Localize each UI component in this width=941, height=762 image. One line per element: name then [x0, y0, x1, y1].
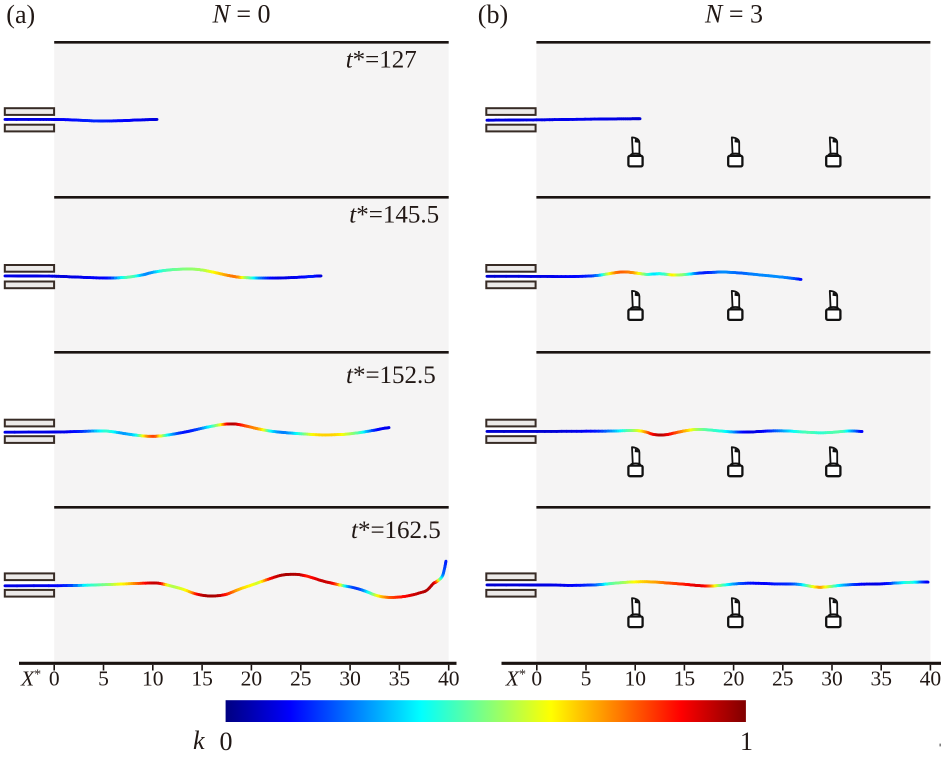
svg-text:20: 20 — [723, 667, 745, 691]
svg-text:30: 30 — [821, 667, 843, 691]
svg-text:(a): (a) — [6, 0, 35, 29]
svg-text:40: 40 — [920, 667, 941, 691]
svg-text:1: 1 — [740, 727, 753, 756]
svg-text:5: 5 — [581, 667, 592, 691]
svg-text:N = 0: N = 0 — [212, 0, 271, 29]
svg-text:t*=152.5: t*=152.5 — [346, 362, 436, 389]
svg-text:10: 10 — [624, 667, 646, 691]
svg-text:N = 3: N = 3 — [704, 0, 763, 29]
svg-text:t*=162.5: t*=162.5 — [351, 517, 441, 544]
svg-text:15: 15 — [191, 667, 213, 691]
svg-text:t*=145.5: t*=145.5 — [349, 201, 439, 228]
svg-text:5: 5 — [98, 667, 109, 691]
svg-text:25: 25 — [772, 667, 794, 691]
svg-text:10: 10 — [142, 667, 164, 691]
svg-text:0: 0 — [220, 727, 233, 756]
svg-text:15: 15 — [674, 667, 696, 691]
svg-text:35: 35 — [389, 667, 411, 691]
svg-text:30: 30 — [339, 667, 361, 691]
svg-text:40: 40 — [438, 667, 460, 691]
svg-text:20: 20 — [241, 667, 263, 691]
svg-text:35: 35 — [870, 667, 892, 691]
svg-text:(b): (b) — [478, 0, 508, 29]
svg-text:t*=127: t*=127 — [346, 46, 417, 73]
svg-text:0: 0 — [531, 667, 542, 691]
svg-text:0: 0 — [49, 667, 60, 691]
svg-text:k: k — [193, 726, 205, 755]
svg-text:25: 25 — [290, 667, 312, 691]
